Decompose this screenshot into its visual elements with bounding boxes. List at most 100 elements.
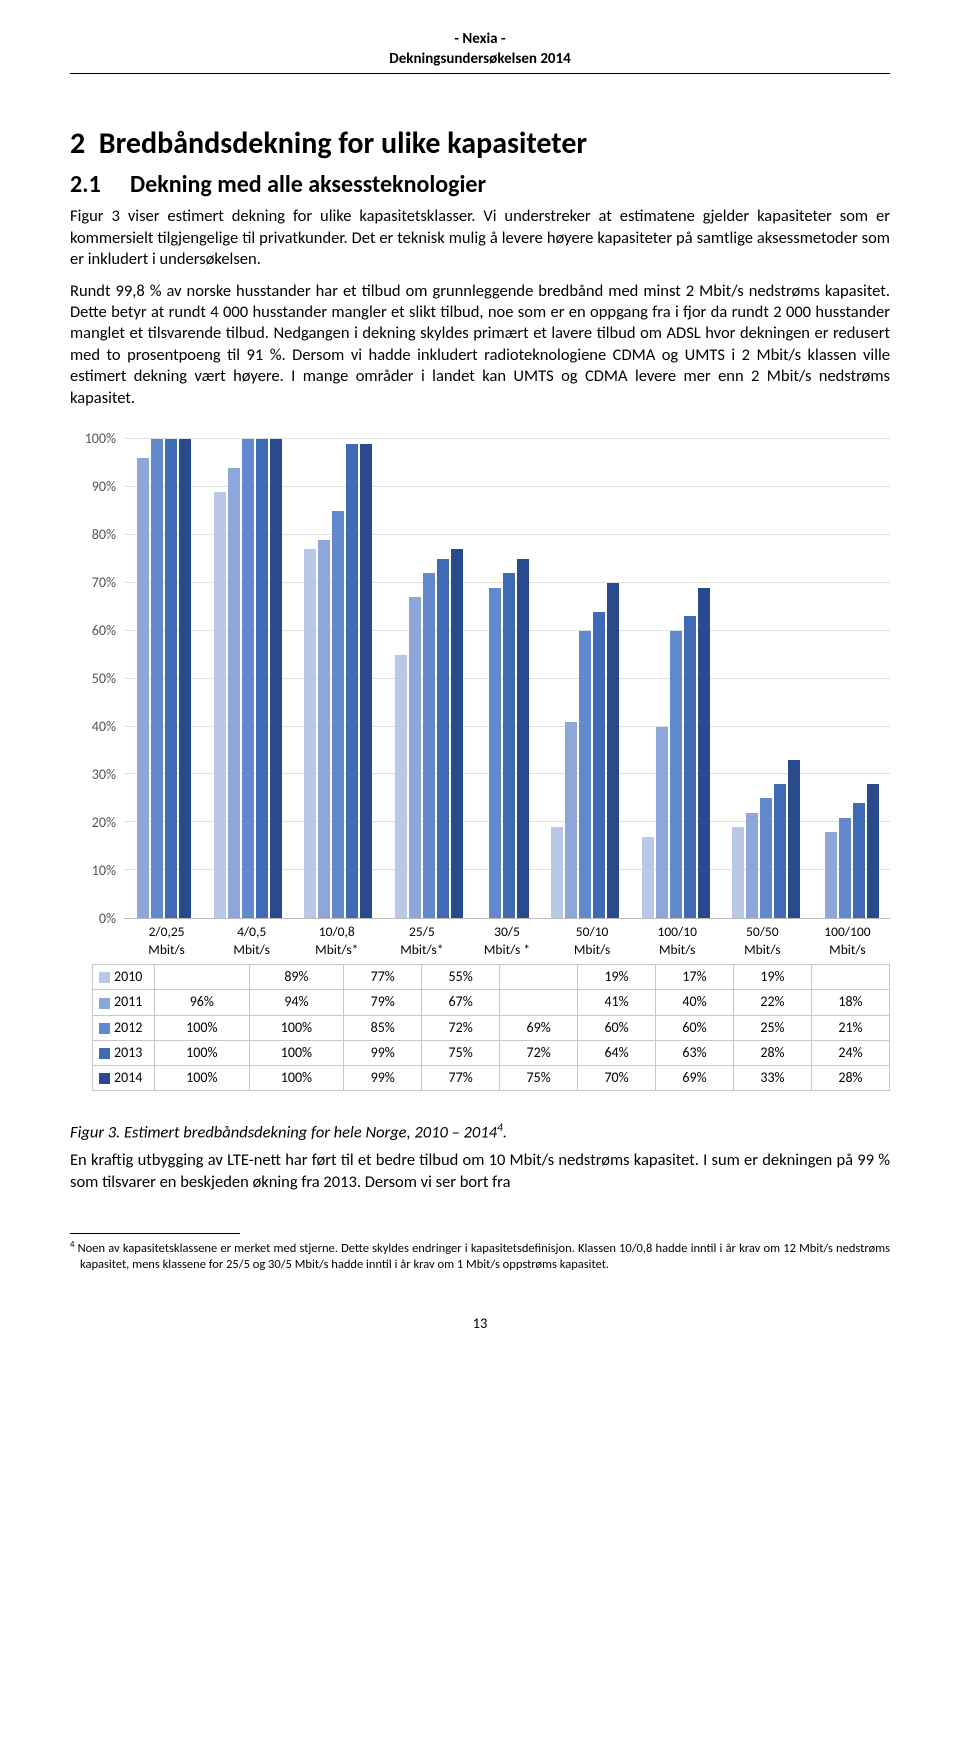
table-cell: 33% <box>733 1065 811 1090</box>
table-cell: 99% <box>344 1040 422 1065</box>
table-cell: 100% <box>155 1040 250 1065</box>
y-tick: 50% <box>92 670 116 688</box>
bar <box>137 458 149 918</box>
x-label: 100/100Mbit/s <box>812 923 882 958</box>
bar <box>409 597 421 918</box>
bar <box>151 439 163 918</box>
bar-group <box>551 439 619 918</box>
bar <box>360 444 372 918</box>
x-label: 10/0,8Mbit/s* <box>302 923 372 958</box>
bar <box>774 784 786 918</box>
table-cell: 69% <box>500 1015 578 1040</box>
bar <box>867 784 879 918</box>
bar <box>228 468 240 918</box>
table-cell: 75% <box>422 1040 500 1065</box>
table-cell: 67% <box>422 990 500 1015</box>
y-tick: 100% <box>85 430 116 448</box>
table-cell: 70% <box>578 1065 656 1090</box>
bar <box>517 559 529 918</box>
bar <box>242 439 254 918</box>
bar <box>839 818 851 919</box>
caption-text: Figur 3. Estimert bredbåndsdekning for h… <box>70 1123 497 1143</box>
table-cell: 100% <box>155 1065 250 1090</box>
table-row: 201089%77%55%19%17%19% <box>93 965 890 990</box>
series-label: 2013 <box>114 1044 142 1061</box>
table-row: 2012100%100%85%72%69%60%60%25%21% <box>93 1015 890 1040</box>
bar-chart: 0%10%20%30%40%50%60%70%80%90%100% 2/0,25… <box>70 439 890 1091</box>
table-cell: 60% <box>656 1015 734 1040</box>
table-cell <box>811 965 889 990</box>
bar <box>825 832 837 918</box>
bar <box>332 511 344 918</box>
series-label: 2012 <box>114 1019 142 1036</box>
table-cell <box>500 990 578 1015</box>
figure-caption: Figur 3. Estimert bredbåndsdekning for h… <box>70 1121 890 1144</box>
bar <box>437 559 449 918</box>
table-cell: 18% <box>811 990 889 1015</box>
table-cell: 22% <box>733 990 811 1015</box>
table-cell: 41% <box>578 990 656 1015</box>
x-label: 100/10Mbit/s <box>642 923 712 958</box>
chart-plot-area <box>124 439 890 919</box>
x-label: 30/5Mbit/s * <box>472 923 542 958</box>
bar <box>214 492 226 918</box>
document-header: - Nexia - Dekningsundersøkelsen 2014 <box>70 30 890 74</box>
x-label: 2/0,25Mbit/s <box>132 923 202 958</box>
x-label: 50/10Mbit/s <box>557 923 627 958</box>
bar <box>670 631 682 918</box>
table-cell: 100% <box>249 1015 344 1040</box>
table-cell: 25% <box>733 1015 811 1040</box>
bar <box>579 631 591 918</box>
table-cell: 72% <box>500 1040 578 1065</box>
table-cell: 77% <box>422 1065 500 1090</box>
table-cell: 89% <box>249 965 344 990</box>
heading-2-text: Dekning med alle aksessteknologier <box>130 170 486 199</box>
bar <box>165 439 177 918</box>
paragraph-2: Rundt 99,8 % av norske husstander har et… <box>70 281 890 410</box>
bar <box>853 803 865 918</box>
table-cell: 19% <box>578 965 656 990</box>
table-cell: 21% <box>811 1015 889 1040</box>
y-tick: 60% <box>92 622 116 640</box>
bar-group <box>642 439 710 918</box>
y-tick: 20% <box>92 814 116 832</box>
bar-group <box>823 439 879 918</box>
table-cell: 100% <box>249 1065 344 1090</box>
bar <box>489 588 501 919</box>
bar <box>565 722 577 918</box>
bar-group <box>135 439 191 918</box>
legend-swatch <box>99 972 110 983</box>
x-label: 50/50Mbit/s <box>727 923 797 958</box>
bar-group <box>395 439 463 918</box>
page-number: 13 <box>70 1314 890 1333</box>
table-cell: 55% <box>422 965 500 990</box>
bar <box>551 827 563 918</box>
table-cell: 60% <box>578 1015 656 1040</box>
table-cell: 79% <box>344 990 422 1015</box>
bar <box>642 837 654 918</box>
paragraph-3: En kraftig utbygging av LTE-nett har før… <box>70 1150 890 1193</box>
bar <box>346 444 358 918</box>
table-cell: 17% <box>656 965 734 990</box>
bar <box>304 549 316 918</box>
table-row: 201196%94%79%67%41%40%22%18% <box>93 990 890 1015</box>
legend-swatch <box>99 1023 110 1034</box>
series-label: 2011 <box>114 993 142 1010</box>
bar-group <box>214 439 282 918</box>
table-cell: 94% <box>249 990 344 1015</box>
bar <box>593 612 605 919</box>
legend-swatch <box>99 998 110 1009</box>
table-cell: 100% <box>155 1015 250 1040</box>
bar <box>179 439 191 918</box>
table-cell: 40% <box>656 990 734 1015</box>
heading-1: 2 Bredbåndsdekning for ulike kapasiteter <box>70 124 890 163</box>
table-cell <box>155 965 250 990</box>
table-cell: 69% <box>656 1065 734 1090</box>
legend-swatch <box>99 1073 110 1084</box>
chart-x-labels: 2/0,25Mbit/s4/0,5Mbit/s10/0,8Mbit/s*25/5… <box>124 923 890 958</box>
table-cell <box>500 965 578 990</box>
bar <box>698 588 710 919</box>
bar-group <box>732 439 800 918</box>
table-cell: 77% <box>344 965 422 990</box>
y-tick: 70% <box>92 574 116 592</box>
